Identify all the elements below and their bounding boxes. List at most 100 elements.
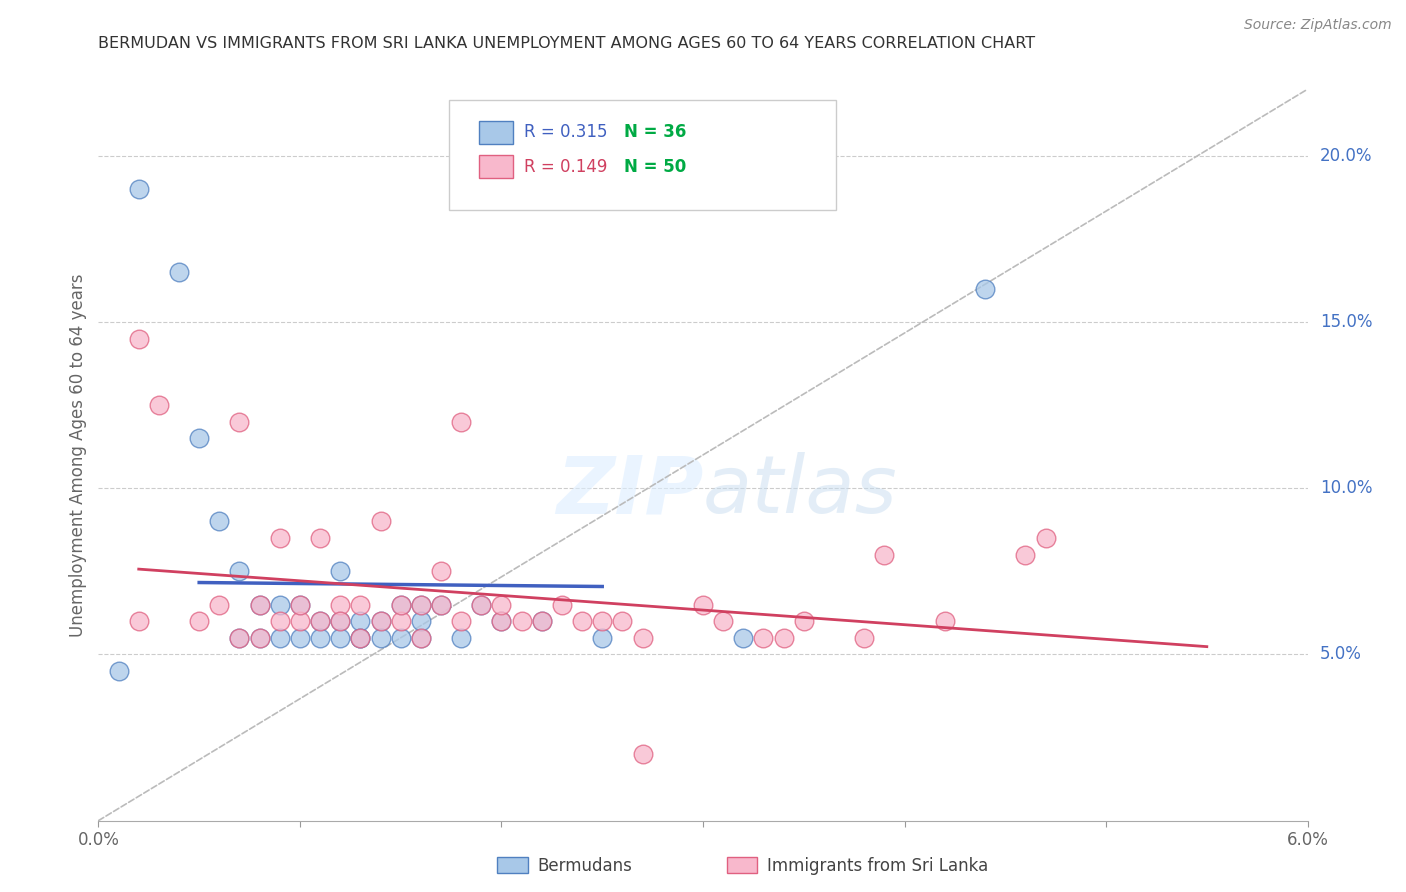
Point <box>167 265 190 279</box>
Point <box>793 614 815 628</box>
Point <box>128 182 150 196</box>
Point <box>470 598 492 612</box>
Point <box>853 631 876 645</box>
Text: Immigrants from Sri Lanka: Immigrants from Sri Lanka <box>768 857 988 875</box>
Point <box>409 598 432 612</box>
Point <box>249 598 271 612</box>
Point <box>329 614 352 628</box>
Text: BERMUDAN VS IMMIGRANTS FROM SRI LANKA UNEMPLOYMENT AMONG AGES 60 TO 64 YEARS COR: BERMUDAN VS IMMIGRANTS FROM SRI LANKA UN… <box>98 36 1036 51</box>
Point <box>107 664 129 678</box>
Point <box>409 614 432 628</box>
Point <box>269 531 291 545</box>
Point <box>228 631 250 645</box>
Text: R = 0.315: R = 0.315 <box>524 123 607 141</box>
Point <box>430 598 453 612</box>
Point <box>249 631 271 645</box>
Text: 20.0%: 20.0% <box>1320 146 1372 165</box>
Text: N = 50: N = 50 <box>624 158 686 176</box>
FancyBboxPatch shape <box>498 857 527 873</box>
Point <box>309 631 332 645</box>
Point <box>430 564 453 578</box>
Point <box>450 614 472 628</box>
Point <box>551 598 574 612</box>
Point <box>510 614 533 628</box>
Point <box>409 631 432 645</box>
Point <box>934 614 956 628</box>
Point <box>269 598 291 612</box>
Point <box>288 598 311 612</box>
Point <box>329 614 352 628</box>
Point <box>269 631 291 645</box>
Point <box>329 631 352 645</box>
Point <box>288 631 311 645</box>
Point <box>370 515 392 529</box>
Point <box>349 631 371 645</box>
Point <box>128 332 150 346</box>
Point <box>631 631 654 645</box>
Point <box>188 431 211 445</box>
Point <box>772 631 794 645</box>
Point <box>389 631 412 645</box>
Point <box>591 614 613 628</box>
Point <box>349 598 371 612</box>
Point <box>349 631 371 645</box>
Point <box>491 614 513 628</box>
Point <box>409 598 432 612</box>
Point <box>470 598 492 612</box>
Point <box>631 747 654 761</box>
Point <box>269 614 291 628</box>
Text: 5.0%: 5.0% <box>1320 646 1361 664</box>
Text: ZIP: ZIP <box>555 452 703 531</box>
Point <box>711 614 734 628</box>
Point <box>329 598 352 612</box>
Point <box>208 515 231 529</box>
FancyBboxPatch shape <box>479 120 513 144</box>
Text: atlas: atlas <box>703 452 898 531</box>
Point <box>249 598 271 612</box>
Point <box>208 598 231 612</box>
Point <box>389 598 412 612</box>
Point <box>309 614 332 628</box>
Point <box>349 631 371 645</box>
Point <box>612 614 634 628</box>
Point <box>873 548 896 562</box>
Point <box>591 631 613 645</box>
FancyBboxPatch shape <box>479 155 513 178</box>
Point <box>491 598 513 612</box>
Point <box>370 614 392 628</box>
Point <box>450 415 472 429</box>
Text: Bermudans: Bermudans <box>537 857 633 875</box>
Point <box>370 614 392 628</box>
Text: 15.0%: 15.0% <box>1320 313 1372 331</box>
Point <box>148 398 170 412</box>
Point <box>450 631 472 645</box>
Point <box>349 614 371 628</box>
Point <box>128 614 150 628</box>
Point <box>370 631 392 645</box>
Point <box>309 614 332 628</box>
Point <box>491 614 513 628</box>
Point <box>288 614 311 628</box>
FancyBboxPatch shape <box>449 100 837 210</box>
Point <box>409 631 432 645</box>
Point <box>571 614 593 628</box>
Point <box>249 631 271 645</box>
Point <box>530 614 553 628</box>
Point <box>228 631 250 645</box>
Point <box>1035 531 1057 545</box>
Point <box>974 282 997 296</box>
Point <box>733 631 755 645</box>
Text: R = 0.149: R = 0.149 <box>524 158 607 176</box>
Text: 10.0%: 10.0% <box>1320 479 1372 497</box>
Point <box>530 614 553 628</box>
Point <box>228 564 250 578</box>
Point <box>389 614 412 628</box>
Point <box>329 564 352 578</box>
Point <box>309 531 332 545</box>
Point <box>430 598 453 612</box>
Point <box>752 631 775 645</box>
Point <box>188 614 211 628</box>
Point <box>389 598 412 612</box>
Point <box>1014 548 1036 562</box>
Point <box>692 598 714 612</box>
